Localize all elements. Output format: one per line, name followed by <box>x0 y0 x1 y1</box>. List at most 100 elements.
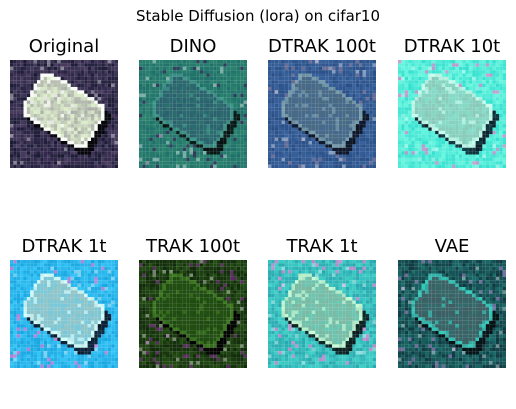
pixel <box>499 151 503 155</box>
pixel <box>186 120 190 125</box>
pixel <box>499 97 503 101</box>
pixel <box>236 157 241 162</box>
pixel <box>489 134 493 138</box>
pixel <box>104 260 108 264</box>
pixel <box>172 161 177 165</box>
pixel <box>166 66 170 71</box>
pixel <box>196 144 200 148</box>
pixel <box>47 330 51 335</box>
pixel <box>325 117 329 121</box>
pixel <box>16 283 21 288</box>
pixel <box>271 90 275 94</box>
pixel <box>111 303 115 308</box>
pixel <box>33 103 38 108</box>
pixel <box>355 110 360 115</box>
pixel <box>67 130 71 135</box>
pixel <box>152 154 156 158</box>
pixel <box>53 80 58 84</box>
pixel <box>179 107 183 111</box>
pixel <box>57 260 61 264</box>
pixel <box>404 97 409 101</box>
pixel <box>97 100 102 104</box>
pixel <box>20 297 24 301</box>
pixel <box>355 120 360 125</box>
pixel <box>196 147 200 152</box>
pixel <box>468 83 473 88</box>
pixel <box>60 276 65 281</box>
pixel <box>152 100 156 104</box>
pixel <box>495 134 500 138</box>
pixel <box>308 127 312 131</box>
pixel <box>482 83 486 88</box>
pixel <box>64 151 68 155</box>
pixel <box>87 63 92 67</box>
pixel <box>23 341 27 345</box>
pixel <box>111 93 115 98</box>
pixel <box>43 151 48 155</box>
pixel <box>359 76 363 81</box>
pixel <box>20 303 24 308</box>
pixel <box>37 66 41 71</box>
pixel <box>445 80 449 84</box>
pixel <box>67 127 71 131</box>
pixel <box>318 114 323 118</box>
pixel <box>288 137 292 142</box>
pixel <box>335 100 339 104</box>
pixel <box>421 80 426 84</box>
pixel <box>97 280 102 284</box>
pixel <box>30 341 34 345</box>
pixel <box>414 117 419 121</box>
pixel <box>479 124 483 128</box>
pixel <box>472 107 476 111</box>
pixel <box>16 124 21 128</box>
pixel <box>30 293 34 298</box>
pixel <box>203 110 207 115</box>
pixel <box>236 110 241 115</box>
pixel <box>64 117 68 121</box>
pixel <box>162 87 167 91</box>
pixel <box>40 260 44 264</box>
pixel <box>13 327 17 331</box>
pixel <box>114 90 118 94</box>
pixel <box>162 100 167 104</box>
pixel <box>369 117 373 121</box>
pixel <box>40 66 44 71</box>
pixel <box>111 337 115 342</box>
pixel <box>462 103 466 108</box>
pixel <box>80 154 85 158</box>
pixel <box>268 117 272 121</box>
pixel <box>10 144 14 148</box>
pixel <box>452 63 456 67</box>
pixel <box>77 273 81 277</box>
pixel <box>114 280 118 284</box>
pixel <box>479 147 483 152</box>
pixel <box>145 117 150 121</box>
pixel <box>23 276 27 281</box>
pixel <box>20 100 24 104</box>
pixel <box>408 70 412 74</box>
pixel <box>57 151 61 155</box>
pixel <box>159 103 163 108</box>
pixel <box>295 164 299 168</box>
pixel <box>37 327 41 331</box>
pixel <box>311 103 316 108</box>
pixel <box>74 310 78 315</box>
pixel <box>421 83 426 88</box>
pixel <box>57 287 61 291</box>
pixel <box>37 114 41 118</box>
pixel <box>169 157 173 162</box>
pixel <box>23 100 27 104</box>
pixel <box>365 117 370 121</box>
pixel <box>47 76 51 81</box>
pixel <box>145 110 150 115</box>
pixel <box>91 327 95 331</box>
pixel <box>13 330 17 335</box>
pixel <box>206 130 210 135</box>
pixel <box>97 63 102 67</box>
pixel <box>206 154 210 158</box>
pixel <box>50 273 54 277</box>
pixel <box>281 147 285 152</box>
pixel <box>411 110 415 115</box>
pixel <box>60 154 65 158</box>
pixel <box>152 137 156 142</box>
